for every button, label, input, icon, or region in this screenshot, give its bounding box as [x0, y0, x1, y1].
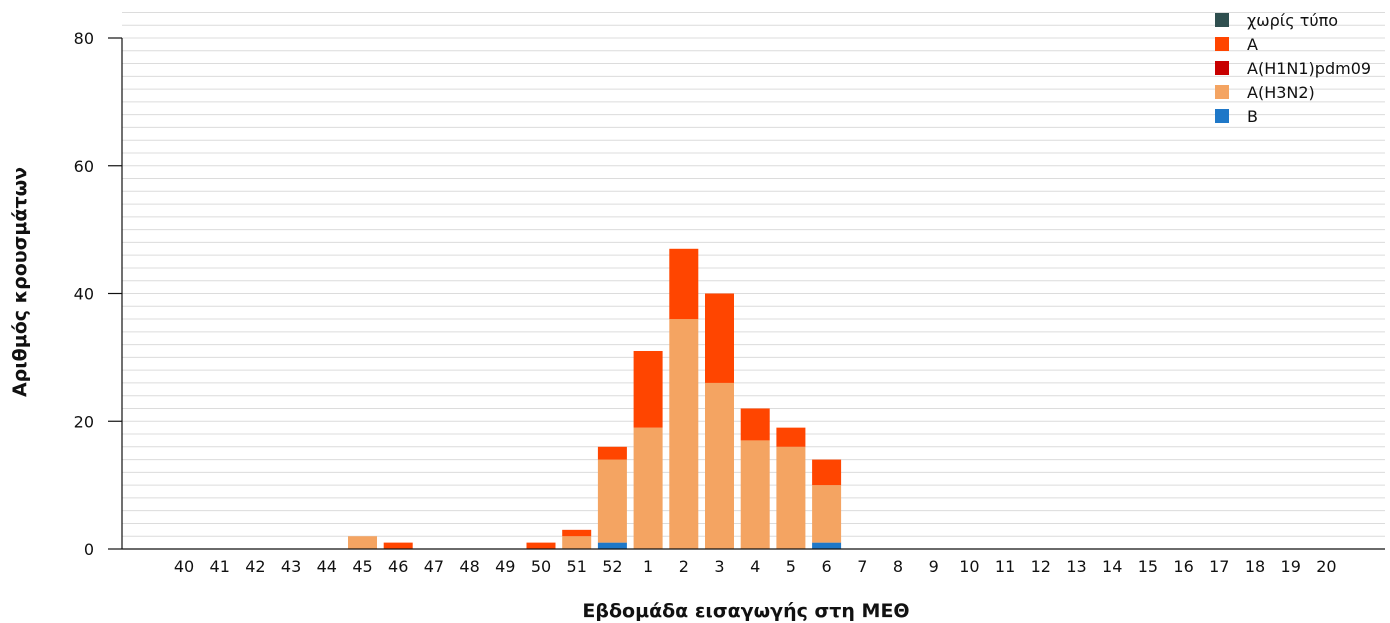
y-tick-label: 20 — [74, 412, 94, 431]
legend-swatch — [1215, 61, 1229, 75]
bar-segment — [740, 440, 770, 549]
x-tick-label: 11 — [995, 557, 1015, 576]
x-tick-label: 45 — [352, 557, 372, 576]
legend-label: χωρίς τύπο — [1247, 11, 1338, 30]
bar-segment — [597, 542, 627, 549]
legend-swatch — [1215, 13, 1229, 27]
x-tick-label: 40 — [174, 557, 194, 576]
x-tick-label: 41 — [210, 557, 230, 576]
x-tick-label: 47 — [424, 557, 444, 576]
x-tick-label: 15 — [1138, 557, 1158, 576]
bar-segment — [669, 319, 699, 549]
bar-segment — [812, 542, 842, 549]
y-tick-label: 0 — [84, 540, 94, 559]
x-tick-label: 13 — [1066, 557, 1086, 576]
x-tick-label: 9 — [929, 557, 939, 576]
x-tick-label: 43 — [281, 557, 301, 576]
bar-segment — [812, 459, 842, 486]
legend-swatch — [1215, 37, 1229, 51]
x-tick-label: 49 — [495, 557, 515, 576]
x-tick-label: 12 — [1031, 557, 1051, 576]
legend-swatch — [1215, 85, 1229, 99]
legend-label: A — [1247, 35, 1258, 54]
x-tick-label: 20 — [1316, 557, 1336, 576]
bar-segment — [562, 529, 592, 537]
bar-segment — [597, 459, 627, 543]
x-tick-label: 44 — [317, 557, 337, 576]
bar-segment — [633, 350, 663, 428]
x-tick-label: 19 — [1281, 557, 1301, 576]
x-tick-label: 17 — [1209, 557, 1229, 576]
legend: χωρίς τύπο A A(H1N1)pdm09 A(H3N2) B — [1215, 11, 1371, 126]
x-tick-label: 14 — [1102, 557, 1122, 576]
y-tick-label: 60 — [74, 157, 94, 176]
x-tick-label: 18 — [1245, 557, 1265, 576]
bar-segment — [562, 536, 592, 549]
x-tick-label: 51 — [567, 557, 587, 576]
bar-segment — [348, 536, 377, 549]
x-tick-label: 42 — [245, 557, 265, 576]
x-tick-label: 52 — [602, 557, 622, 576]
x-tick-label: 16 — [1173, 557, 1193, 576]
x-tick-label: 4 — [750, 557, 760, 576]
x-tick-label: 8 — [893, 557, 903, 576]
x-tick-label: 6 — [822, 557, 832, 576]
x-axis-title: Εβδομάδα εισαγωγής στη ΜΕΘ — [582, 600, 909, 622]
bar-segment — [633, 427, 663, 549]
x-tick-label: 46 — [388, 557, 408, 576]
x-tick-label: 3 — [714, 557, 724, 576]
x-tick-label: 10 — [959, 557, 979, 576]
bar-segment — [776, 446, 806, 549]
y-axis-title: Αριθμός κρουσμάτων — [9, 167, 31, 397]
x-tick-label: 2 — [679, 557, 689, 576]
bar-segment — [812, 485, 842, 543]
x-tick-label: 7 — [857, 557, 867, 576]
x-tick-label: 48 — [459, 557, 479, 576]
legend-label: A(H1N1)pdm09 — [1247, 59, 1371, 78]
y-tick-label: 40 — [74, 285, 94, 304]
x-tick-label: 5 — [786, 557, 796, 576]
bar-segment — [597, 446, 627, 460]
y-tick-label: 80 — [74, 29, 94, 48]
x-tick-label: 50 — [531, 557, 551, 576]
x-tick-label: 1 — [643, 557, 653, 576]
legend-swatch — [1215, 109, 1229, 123]
bar-segment — [526, 542, 556, 549]
bar-segment — [705, 293, 734, 383]
bar-segment — [776, 427, 806, 447]
bar-segment — [669, 248, 699, 320]
grid-lines — [122, 11, 1385, 550]
legend-label: B — [1247, 107, 1258, 126]
bar-segment — [705, 382, 734, 549]
bar-segment — [740, 408, 770, 441]
bar-segment — [383, 542, 413, 549]
legend-label: A(H3N2) — [1247, 83, 1315, 102]
bars — [348, 248, 842, 549]
